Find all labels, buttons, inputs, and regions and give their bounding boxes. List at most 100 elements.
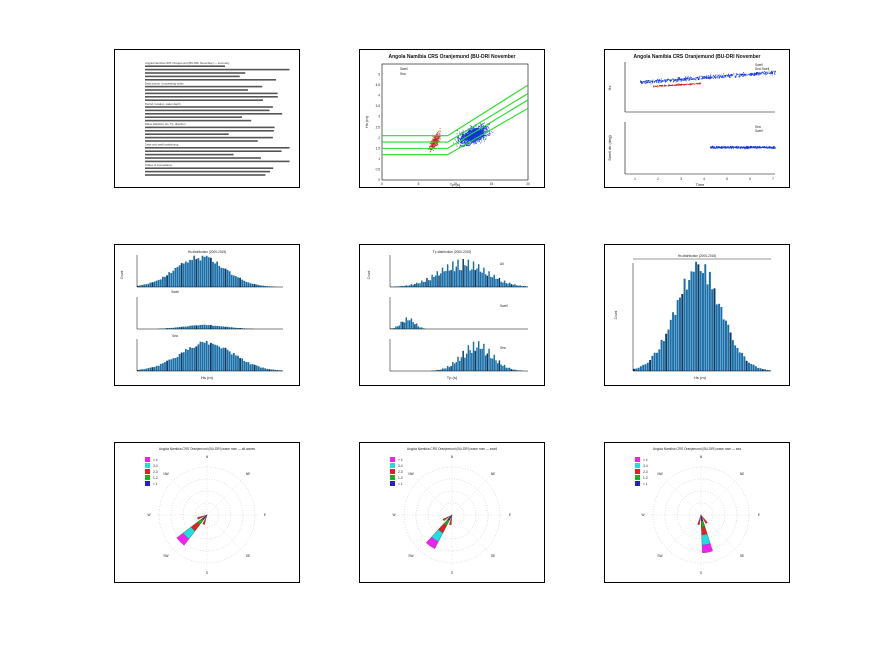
direction-label: S [451, 571, 453, 575]
y-axis-label: Hs (m) [364, 115, 369, 128]
rose-wedge [700, 514, 703, 522]
scatter-point-sea [454, 139, 456, 141]
scatter-point-sea [469, 137, 471, 139]
histogram-bar [690, 271, 693, 371]
scatter-point-sea [472, 133, 474, 135]
ts-point-direction [712, 147, 714, 149]
scatter-point-swell [434, 146, 436, 148]
scatter-point-sea [472, 127, 474, 129]
ts-point-direction [745, 146, 747, 147]
ts-point-sea [710, 74, 712, 76]
ts-point-sea [714, 76, 716, 78]
ts-point-sea [656, 82, 657, 84]
scatter-point-sea [468, 130, 470, 132]
histogram-bar [662, 341, 665, 371]
histogram-bar [484, 274, 487, 287]
scatter-point-sea [467, 128, 469, 130]
x-tick-label: 6 [749, 177, 751, 181]
scatter-point-sea [474, 139, 476, 141]
chart-title: Angola Namibia CRS Oranjemund (BU-DRI) w… [653, 447, 741, 451]
histogram-bar [441, 368, 444, 371]
scatter-point-swell [429, 146, 430, 148]
scatter-point-sea [477, 131, 478, 132]
scatter-point-sea [459, 138, 461, 139]
scatter-point-swell [437, 143, 439, 145]
ts-point-direction [772, 146, 774, 148]
histogram-bar [434, 275, 437, 287]
ts-point-sea [664, 80, 666, 82]
histogram-bar [264, 368, 267, 371]
scatter-point-sea [477, 138, 479, 140]
scatter-point-sea [479, 132, 481, 134]
scatter-point-swell [432, 138, 434, 140]
ts-point-sea [736, 74, 737, 76]
ts-point-sea [758, 74, 760, 76]
ts-point-sea [651, 80, 653, 82]
ts-point-sea [753, 74, 754, 76]
ts-point-direction [720, 146, 721, 148]
histogram-bar [396, 286, 399, 287]
histogram-bar [266, 286, 269, 287]
ts-point-direction [767, 146, 769, 148]
ts-point-sea [726, 74, 728, 76]
histogram-bar [464, 265, 466, 287]
scatter-point-sea [470, 136, 472, 138]
scatter-point-sea [483, 122, 485, 124]
scatter-point-swell [435, 137, 437, 139]
ts-point-direction [759, 145, 761, 147]
histogram-bar [491, 277, 494, 287]
scatter-point-sea [488, 131, 490, 133]
scatter-point-sea [476, 128, 477, 129]
scatter-point-swell [438, 140, 440, 142]
ts-point-sea [702, 76, 704, 78]
scatter-point-sea [460, 141, 461, 143]
ts-point-sea [774, 71, 776, 73]
histogram-bar [436, 369, 439, 371]
ts-point-swell [690, 83, 692, 85]
scatter-point-sea [486, 126, 488, 127]
legend-entry: 1-2 [398, 476, 403, 480]
scatter-point-sea [485, 136, 487, 138]
direction-label: SW [163, 554, 168, 558]
scatter-point-sea [464, 141, 466, 143]
ts-point-direction [755, 145, 756, 147]
document-page: Angola Namibia CRS Oranjemund (BU-DRI No… [145, 61, 290, 176]
ts-point-sea [739, 76, 741, 78]
ts-point-direction [761, 147, 763, 148]
histogram-bar [445, 270, 447, 287]
ts-point-sea [644, 82, 646, 83]
scatter-point-sea [462, 137, 464, 139]
scatter-point-sea [461, 142, 463, 144]
ts-point-swell [670, 84, 672, 86]
scatter-point-sea [468, 131, 470, 133]
histogram-bar [189, 347, 191, 371]
histogram-bar [681, 294, 684, 371]
histogram-bar [460, 270, 463, 287]
scatter-point-swell [437, 133, 438, 135]
histogram-bar [438, 275, 440, 287]
histogram-bar [197, 258, 200, 287]
histogram-bar [168, 272, 171, 287]
scatter-point-sea [472, 130, 474, 132]
scatter-point-sea [466, 142, 468, 143]
scatter-point-sea [484, 126, 486, 128]
scatter-point-sea [478, 127, 479, 129]
scatter-point-sea [465, 133, 466, 134]
chart-title: Angola Namibia CRS Oranjemund (BU-DRI No… [389, 54, 516, 60]
histogram-bar [262, 367, 264, 371]
ts-point-sea [739, 75, 741, 77]
scatter-point-sea [474, 134, 476, 136]
ts-point-sea [660, 81, 662, 83]
histogram-bar [483, 267, 485, 287]
histogram-bar [157, 365, 160, 371]
histogram-bar [759, 368, 762, 371]
rose-spoke [664, 478, 702, 516]
ts-point-direction [720, 147, 722, 149]
ts-point-sea [640, 80, 641, 82]
scatter-point-swell [437, 140, 439, 142]
scatter-point-sea [465, 137, 467, 139]
scatter-point-sea [474, 124, 476, 126]
ts-point-sea [774, 71, 776, 73]
histogram-bar [457, 356, 459, 371]
histogram-bar [253, 364, 256, 371]
